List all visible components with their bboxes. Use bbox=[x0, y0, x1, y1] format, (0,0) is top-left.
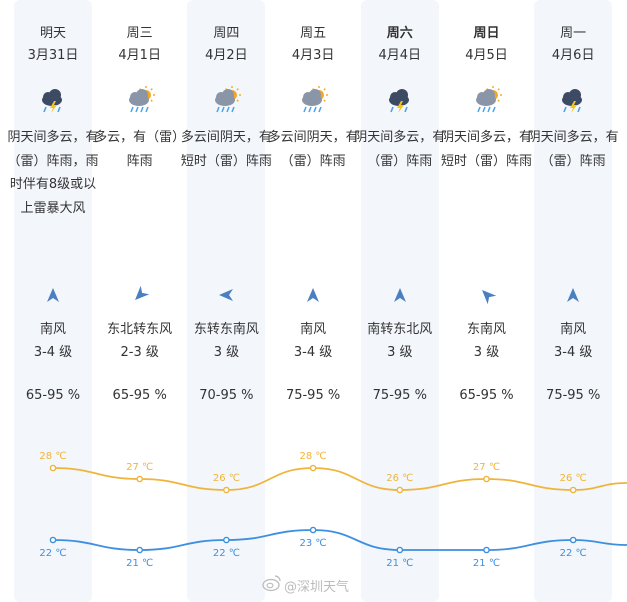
low-temp-point bbox=[136, 546, 143, 554]
day-column: 周三 4月1日多云，有（雷）阵雨东北转东风 2-3 级 65-95 % bbox=[94, 0, 185, 602]
south-wind-arrow-icon bbox=[304, 286, 322, 304]
day-name: 明天 bbox=[39, 26, 66, 41]
day-date: 4月5日 bbox=[465, 48, 508, 63]
high-temp-label: 27 ℃ bbox=[126, 462, 153, 473]
sun-cloud-rain-icon bbox=[472, 86, 504, 114]
low-temp-label: 21 ℃ bbox=[386, 558, 413, 569]
sun-cloud-rain-icon bbox=[298, 86, 330, 114]
day-column: 明天 3月31日阴天间多云，有（雷）阵雨，雨时伴有8级或以上雷暴大风南风 3-4 级… bbox=[7, 0, 99, 602]
sun-cloud-rain-icon bbox=[211, 86, 243, 114]
low-temp-label: 22 ℃ bbox=[560, 548, 587, 559]
south-wind-arrow-icon bbox=[44, 286, 62, 304]
wind-direction: 东南风 bbox=[466, 322, 506, 337]
day-column: 周五 4月3日多云间阴天，有（雷）阵雨南风 3-4 级 75-95 % bbox=[268, 0, 359, 602]
day-column: 周六 4月4日阴天间多云，有（雷）阵雨南转东北风 3 级 75-95 % bbox=[354, 0, 445, 602]
wind-level: 3 级 bbox=[213, 345, 240, 360]
humidity-range: 65-95 % bbox=[459, 388, 514, 403]
day-name: 周三 bbox=[126, 26, 153, 41]
humidity-range: 75-95 % bbox=[285, 388, 341, 403]
day-name: 周六 bbox=[386, 26, 413, 41]
watermark-text: @深圳天气 bbox=[284, 580, 350, 595]
low-temp-point bbox=[309, 526, 317, 534]
day-column: 周日 4月5日阴天间多云，有短时（雷）阵雨东南风 3 级 65-95 % bbox=[441, 0, 532, 602]
wind-direction: 南转东北风 bbox=[367, 322, 433, 337]
wind-direction: 南风 bbox=[300, 322, 327, 337]
weather-description: 多云，有（雷）阵雨 bbox=[94, 130, 186, 169]
day-name: 周一 bbox=[560, 26, 587, 41]
northeast-wind-arrow-icon bbox=[131, 285, 149, 304]
low-temp-point bbox=[569, 536, 577, 544]
high-temp-label: 27 ℃ bbox=[473, 462, 500, 473]
high-temp-point bbox=[136, 475, 143, 483]
high-temp-label: 28 ℃ bbox=[300, 451, 327, 462]
east-wind-arrow-icon bbox=[217, 286, 235, 304]
humidity-range: 65-95 % bbox=[25, 388, 81, 403]
high-temp-point bbox=[569, 486, 577, 494]
sun-cloud-rain-icon bbox=[125, 86, 157, 114]
wind-level: 3-4 级 bbox=[554, 345, 593, 360]
day-column: 周四 4月2日多云间阴天，有短时（雷）阵雨东转东南风 3 级 70-95 % bbox=[181, 0, 272, 602]
thunderstorm-cloud-icon bbox=[38, 86, 70, 114]
humidity-range: 75-95 % bbox=[546, 388, 601, 403]
low-temp-point bbox=[483, 546, 490, 554]
high-temp-label: 26 ℃ bbox=[386, 473, 413, 484]
low-temp-point bbox=[396, 546, 404, 554]
wind-direction: 东转东南风 bbox=[193, 322, 259, 337]
weather-description: 多云间阴天，有短时（雷）阵雨 bbox=[180, 130, 272, 169]
wind-level: 3-4 级 bbox=[33, 345, 73, 360]
low-temp-label: 22 ℃ bbox=[213, 548, 240, 559]
low-temp-label: 21 ℃ bbox=[126, 558, 153, 569]
low-temp-label: 23 ℃ bbox=[300, 538, 327, 549]
weather-description: 多云间阴天，有（雷）阵雨 bbox=[267, 130, 359, 169]
low-temp-point bbox=[223, 536, 230, 544]
south-wind-arrow-icon bbox=[391, 286, 409, 304]
high-temp-label: 26 ℃ bbox=[213, 473, 240, 484]
wind-level: 3 级 bbox=[387, 345, 413, 360]
south-wind-arrow-icon bbox=[564, 286, 582, 304]
high-temp-point bbox=[309, 464, 317, 472]
weather-description: 阴天间多云，有短时（雷）阵雨 bbox=[440, 130, 532, 169]
high-temp-point bbox=[483, 475, 490, 483]
day-date: 3月31日 bbox=[27, 48, 79, 63]
wind-direction: 南风 bbox=[39, 322, 66, 337]
weather-description: 阴天间多云，有（雷）阵雨 bbox=[354, 130, 446, 169]
wind-direction: 东北转东风 bbox=[107, 322, 173, 337]
day-name: 周五 bbox=[300, 26, 327, 41]
day-date: 4月4日 bbox=[378, 48, 422, 63]
weibo-icon bbox=[262, 575, 281, 592]
day-column: 周一 4月6日阴天间多云，有（雷）阵雨南风 3-4 级 75-95 % bbox=[528, 0, 619, 602]
humidity-range: 70-95 % bbox=[199, 388, 254, 403]
low-temp-label: 21 ℃ bbox=[473, 558, 500, 569]
low-temp-point bbox=[49, 536, 57, 544]
day-date: 4月6日 bbox=[551, 48, 595, 63]
high-temp-line bbox=[52, 467, 627, 491]
high-temp-label: 28 ℃ bbox=[39, 451, 66, 462]
thunderstorm-cloud-icon bbox=[385, 86, 417, 114]
high-temp-point bbox=[49, 464, 57, 472]
weather-description: 阴天间多云，有（雷）阵雨，雨时伴有8级或以上雷暴大风 bbox=[7, 130, 99, 216]
day-name: 周四 bbox=[213, 26, 240, 41]
humidity-range: 75-95 % bbox=[372, 388, 427, 403]
day-date: 4月2日 bbox=[205, 48, 248, 63]
wind-level: 3-4 级 bbox=[293, 345, 333, 360]
wind-direction: 南风 bbox=[560, 322, 587, 337]
thunderstorm-cloud-icon bbox=[558, 86, 590, 114]
day-date: 4月1日 bbox=[118, 48, 161, 63]
low-temp-line bbox=[52, 529, 627, 551]
day-name: 周日 bbox=[473, 26, 500, 41]
southeast-wind-arrow-icon bbox=[478, 286, 496, 305]
temperature-chart: 28 ℃ 27 ℃ 26 ℃ 28 ℃ 26 ℃ 27 ℃ 26 ℃ 22 ℃ 21 ℃ 22 ℃… bbox=[39, 451, 627, 569]
high-temp-point bbox=[223, 486, 230, 494]
day-date: 4月3日 bbox=[291, 48, 335, 63]
watermark: @深圳天气 bbox=[262, 574, 382, 595]
wind-level: 3 级 bbox=[473, 345, 500, 360]
humidity-range: 65-95 % bbox=[112, 388, 167, 403]
low-temp-label: 22 ℃ bbox=[39, 548, 66, 559]
high-temp-point bbox=[396, 486, 404, 494]
wind-level: 2-3 级 bbox=[120, 345, 159, 360]
high-temp-label: 26 ℃ bbox=[560, 473, 587, 484]
weather-description: 阴天间多云，有（雷）阵雨 bbox=[527, 130, 619, 169]
